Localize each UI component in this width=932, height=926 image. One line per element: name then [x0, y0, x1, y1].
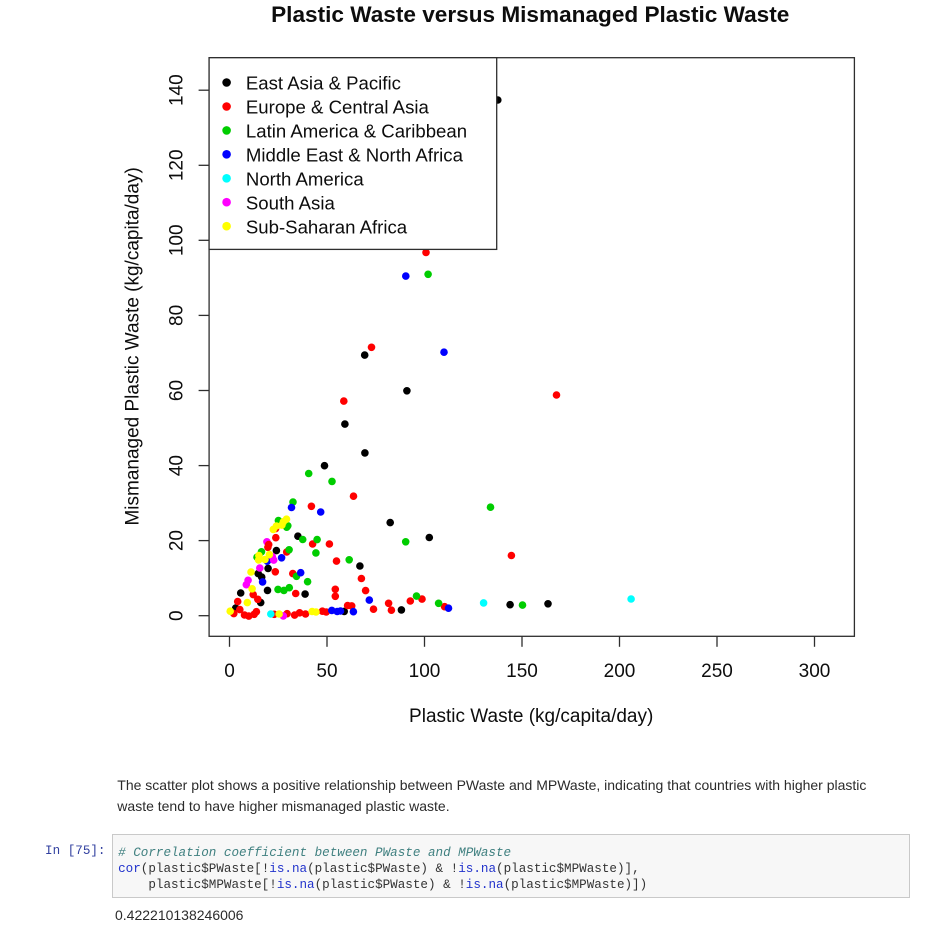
- svg-text:Europe & Central Asia: Europe & Central Asia: [246, 97, 430, 118]
- svg-text:200: 200: [604, 661, 636, 682]
- svg-text:300: 300: [799, 661, 831, 682]
- svg-text:80: 80: [167, 305, 188, 326]
- svg-text:60: 60: [167, 380, 188, 401]
- svg-text:20: 20: [167, 530, 188, 551]
- svg-text:South Asia: South Asia: [246, 192, 336, 213]
- svg-text:100: 100: [409, 661, 441, 682]
- svg-text:140: 140: [167, 74, 188, 106]
- svg-text:Sub-Saharan Africa: Sub-Saharan Africa: [246, 216, 408, 237]
- svg-text:Plastic Waste versus Mismanage: Plastic Waste versus Mismanaged Plastic …: [271, 2, 789, 27]
- svg-text:North America: North America: [246, 169, 364, 190]
- svg-text:Latin America & Caribbean: Latin America & Caribbean: [246, 121, 467, 142]
- svg-text:Middle East & North Africa: Middle East & North Africa: [246, 145, 464, 166]
- svg-text:0: 0: [224, 661, 235, 682]
- svg-text:50: 50: [316, 661, 337, 682]
- svg-text:Plastic Waste (kg/capita/day): Plastic Waste (kg/capita/day): [409, 706, 653, 727]
- svg-text:Mismanaged Plastic Waste (kg/c: Mismanaged Plastic Waste (kg/capita/day): [123, 167, 144, 525]
- svg-text:40: 40: [167, 455, 188, 476]
- svg-text:0: 0: [167, 610, 188, 621]
- svg-text:120: 120: [167, 149, 188, 181]
- svg-text:East Asia & Pacific: East Asia & Pacific: [246, 73, 401, 94]
- svg-text:250: 250: [701, 661, 733, 682]
- svg-text:100: 100: [167, 224, 188, 256]
- svg-text:150: 150: [506, 661, 538, 682]
